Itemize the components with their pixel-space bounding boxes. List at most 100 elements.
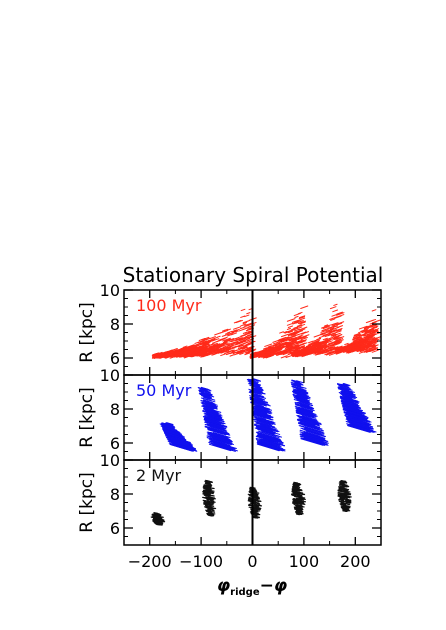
data-point — [202, 499, 207, 502]
data-point — [368, 334, 375, 338]
data-point — [285, 342, 292, 346]
data-point — [340, 494, 346, 497]
data-point — [307, 340, 314, 344]
data-point — [201, 339, 207, 342]
data-point — [266, 351, 273, 354]
data-point — [239, 352, 244, 355]
data-point — [297, 343, 305, 347]
data-point — [206, 346, 213, 350]
feature-2 — [202, 479, 217, 517]
data-point — [222, 347, 227, 350]
data-point — [170, 443, 192, 451]
data-point — [368, 347, 377, 352]
data-point — [188, 346, 195, 349]
data-point — [296, 498, 300, 501]
data-point — [290, 350, 296, 354]
data-point — [253, 386, 263, 390]
data-point — [217, 348, 223, 352]
data-point — [294, 383, 300, 386]
panel-1: 6 8 10 100 Myr R [kpc] — [77, 281, 382, 376]
data-point — [165, 422, 171, 426]
data-point — [286, 322, 294, 326]
data-point — [304, 348, 312, 352]
data-point — [253, 413, 268, 419]
data-point — [255, 427, 275, 435]
data-point — [274, 343, 281, 346]
feature-5 — [334, 309, 381, 354]
data-point — [242, 321, 248, 325]
data-point — [206, 498, 211, 500]
data-point — [309, 352, 315, 355]
data-point — [296, 491, 300, 494]
data-point — [345, 500, 350, 502]
data-point — [208, 443, 232, 452]
data-point — [203, 488, 209, 490]
data-point — [296, 497, 301, 500]
data-point — [296, 324, 303, 327]
data-point — [342, 489, 349, 492]
data-point — [201, 338, 206, 341]
data-point — [342, 500, 349, 503]
data-point — [311, 339, 321, 344]
data-point — [211, 440, 231, 448]
data-point — [233, 352, 240, 356]
data-point — [207, 487, 212, 490]
data-point — [168, 433, 183, 439]
panel-label: 50 Myr — [136, 381, 192, 400]
data-point — [322, 325, 330, 330]
data-point — [240, 315, 246, 318]
data-point — [327, 346, 332, 349]
data-point — [201, 347, 207, 350]
data-point — [352, 346, 357, 350]
data-point — [297, 502, 301, 505]
data-point — [216, 338, 226, 343]
data-point — [296, 408, 311, 414]
panel-2: 6 8 10 50 Myr R [kpc] — [77, 366, 382, 461]
data-point — [306, 349, 313, 353]
data-point — [346, 350, 352, 354]
data-point — [265, 352, 271, 356]
data-point — [209, 498, 214, 501]
data-point — [201, 391, 209, 395]
data-point — [283, 336, 290, 339]
data-point — [292, 484, 299, 486]
x-tick-label: −100 — [179, 552, 223, 571]
data-point — [367, 341, 373, 344]
data-point — [342, 388, 350, 392]
data-point — [360, 341, 369, 345]
x-axis-label-phi: φ — [217, 576, 230, 596]
data-point — [346, 407, 361, 413]
data-point — [202, 487, 209, 489]
data-point — [222, 337, 231, 342]
data-point — [207, 423, 224, 430]
data-point — [254, 394, 267, 399]
data-point — [299, 326, 308, 331]
data-point — [248, 499, 252, 502]
data-point — [305, 430, 327, 437]
data-point — [299, 493, 306, 495]
data-point — [341, 395, 353, 399]
data-point — [280, 338, 285, 341]
data-point — [334, 315, 342, 319]
data-point — [200, 343, 209, 347]
data-point — [280, 333, 289, 338]
data-point — [296, 488, 303, 491]
data-point — [207, 510, 212, 513]
data-point — [261, 437, 283, 445]
data-point — [205, 404, 218, 409]
data-point — [368, 336, 374, 339]
data-point — [298, 419, 317, 426]
data-point — [152, 518, 156, 521]
data-point — [245, 325, 252, 329]
data-point — [334, 346, 341, 349]
data-point — [287, 325, 294, 328]
data-point — [151, 514, 158, 516]
data-point — [209, 432, 229, 439]
data-point — [341, 485, 348, 488]
data-point — [197, 386, 205, 390]
data-point — [238, 328, 246, 332]
data-point — [204, 494, 209, 496]
data-point — [255, 410, 271, 416]
data-point — [345, 420, 367, 428]
data-point — [367, 344, 375, 349]
